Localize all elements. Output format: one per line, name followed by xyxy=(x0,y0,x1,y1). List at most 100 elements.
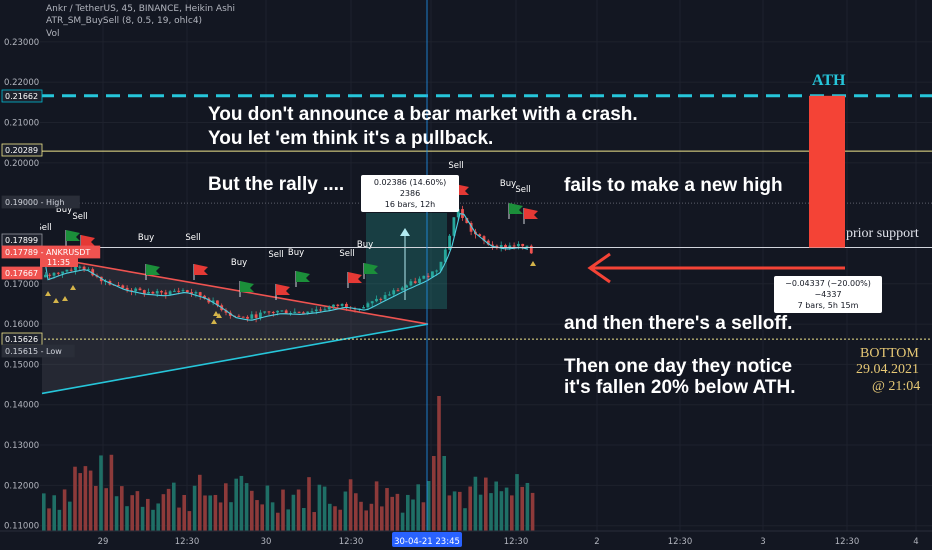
candle-body xyxy=(297,311,301,313)
bottom-time: @ 21:04 xyxy=(872,379,921,394)
moving-average-line xyxy=(43,212,529,321)
price-badge xyxy=(1,266,43,280)
candle-body xyxy=(310,311,314,313)
volume-bar xyxy=(452,491,457,531)
volume-bar xyxy=(78,473,82,531)
volume-bars xyxy=(42,396,535,531)
volume-bar xyxy=(229,502,233,531)
candle-body xyxy=(383,295,387,300)
volume-bar xyxy=(395,493,400,531)
symbol-title: Ankr / TetherUS, 45, BINANCE, Heikin Ash… xyxy=(46,4,235,14)
time-tick-label: 30 xyxy=(261,537,272,547)
volume-bar xyxy=(385,488,389,531)
atr-marker xyxy=(45,291,51,296)
volume-bar xyxy=(530,492,535,531)
volume-bar xyxy=(151,509,155,531)
time-tick-label: 4 xyxy=(913,537,918,547)
time-tick-label: 29 xyxy=(98,537,109,547)
countdown-label: 11:35 xyxy=(47,258,70,267)
candle-body xyxy=(125,287,129,291)
price-tick-label: 0.16000 xyxy=(4,320,39,330)
candle-body xyxy=(69,269,73,271)
volume-bar xyxy=(380,506,384,531)
candle-body xyxy=(478,234,482,237)
volume-bar xyxy=(374,481,379,531)
measure-up-label: 0.02386 (14.60%) 2386 16 bars, 12h xyxy=(361,175,459,212)
candle-body xyxy=(332,304,335,307)
buy-flag xyxy=(66,230,80,241)
candle-body xyxy=(465,217,469,223)
annotation-fails: fails to make a new high xyxy=(564,175,783,196)
price-tick-label: 0.15000 xyxy=(4,360,39,370)
volume-bar xyxy=(192,485,197,531)
volume-bar xyxy=(484,477,488,531)
volume-bar xyxy=(187,511,192,531)
candle-body xyxy=(280,310,284,312)
candle-body xyxy=(499,245,503,249)
candle-body xyxy=(254,314,258,318)
price-badge-label: 0.17899 xyxy=(5,236,38,245)
indicator-title: ATR_SM_BuySell (8, 0.5, 19, ohlc4) xyxy=(46,16,203,26)
candle-body xyxy=(426,275,430,278)
volume-bar xyxy=(177,507,181,531)
candle-body xyxy=(91,269,95,276)
candle-body xyxy=(121,285,125,288)
time-tick-label: 12:30 xyxy=(175,537,200,547)
volume-bar xyxy=(270,502,275,531)
crosshair-time-label: 30-04-21 23:45 xyxy=(394,537,460,547)
candle-body xyxy=(276,310,279,313)
volume-title: Vol xyxy=(46,29,60,39)
candle-body xyxy=(336,304,340,306)
candle-body xyxy=(160,291,163,293)
sell-flag xyxy=(81,235,95,246)
volume-bar xyxy=(218,502,223,531)
candle-body xyxy=(456,209,460,218)
volume-bar xyxy=(244,483,249,531)
candle-body xyxy=(435,270,439,272)
volume-bar xyxy=(83,466,88,531)
candle-body xyxy=(529,245,533,254)
volume-bar xyxy=(307,477,311,531)
measure-down-bars: 7 bars, 5h 15m xyxy=(797,301,859,310)
volume-bar xyxy=(260,504,264,531)
volume-bar xyxy=(135,491,140,531)
volume-bar xyxy=(94,485,98,531)
candle-body xyxy=(194,292,198,294)
volume-bar xyxy=(182,494,186,531)
buy-signal-label: Buy xyxy=(138,233,154,243)
candle-body xyxy=(508,245,512,248)
candle-body xyxy=(396,290,400,292)
candle-body xyxy=(82,266,86,271)
volume-bar xyxy=(208,495,212,531)
bottom-date: 29.04.2021 xyxy=(856,362,919,377)
volume-bar xyxy=(203,495,207,531)
atr-marker xyxy=(70,285,76,290)
volume-bar xyxy=(62,489,67,531)
candle-body xyxy=(452,217,456,236)
candle-body xyxy=(177,290,181,292)
volume-bar xyxy=(302,507,306,531)
prior-support-label: prior support xyxy=(846,226,919,241)
candle-body xyxy=(87,269,90,271)
candle-body xyxy=(431,271,434,278)
price-badge xyxy=(1,195,80,209)
volume-bar xyxy=(432,456,436,531)
price-badge-label: 0.15626 xyxy=(5,335,38,344)
candle-body xyxy=(400,287,404,291)
buy-flag xyxy=(146,264,160,275)
candle-body xyxy=(56,272,60,274)
candle-body xyxy=(469,222,473,232)
volume-bar xyxy=(213,494,218,531)
candle-body xyxy=(271,312,275,314)
candle-body xyxy=(323,309,327,311)
candle-body xyxy=(327,306,331,310)
volume-bar xyxy=(473,476,478,531)
volume-bar xyxy=(239,475,244,531)
buy-flag xyxy=(364,263,378,274)
annotation-bear-market: You don't announce a bear market with a … xyxy=(208,104,638,125)
time-axis[interactable]: 29 12:30 30 12:30 12:30 2 12:30 3 12:30 4 30-04-21… xyxy=(0,530,932,550)
volume-bar xyxy=(146,498,150,531)
volume-bar xyxy=(234,478,238,531)
price-axis[interactable]: 0.23000 0.22000 0.21000 0.20000 0.17000 0.160… xyxy=(0,0,101,532)
